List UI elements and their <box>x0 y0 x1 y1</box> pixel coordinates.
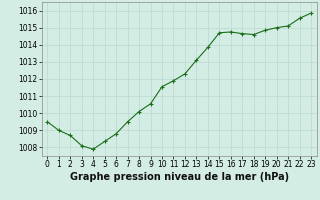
X-axis label: Graphe pression niveau de la mer (hPa): Graphe pression niveau de la mer (hPa) <box>70 172 289 182</box>
